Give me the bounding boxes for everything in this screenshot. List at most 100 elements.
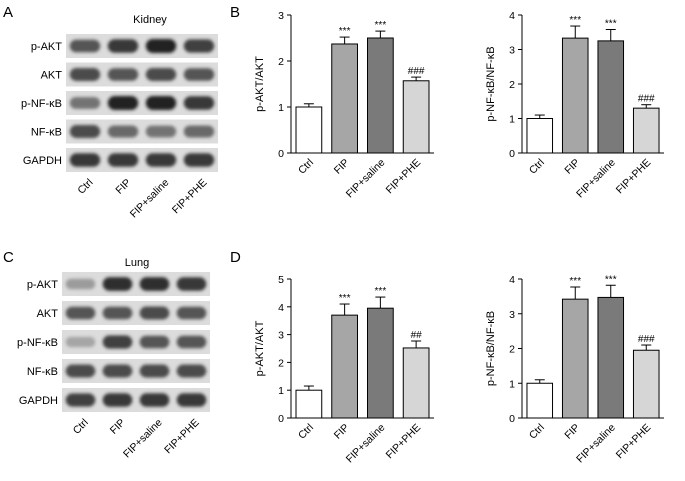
lane-label: FIP bbox=[113, 177, 133, 197]
band-label: GAPDH bbox=[23, 155, 62, 167]
y-axis-label: p-AKT/AKT bbox=[254, 320, 266, 376]
bar bbox=[597, 296, 625, 419]
significance-label: ### bbox=[408, 66, 425, 77]
significance-label: *** bbox=[375, 286, 387, 297]
blot-band bbox=[65, 306, 96, 320]
blot-band bbox=[69, 97, 101, 109]
blot-band bbox=[183, 39, 215, 53]
chart-lung-p-nfkb: 0 1 2 3 4 p-NF-κB/NF-κB Ctrl *** FIP *** FIP+salin… bbox=[485, 274, 664, 465]
blot-band bbox=[65, 278, 96, 290]
blot-band bbox=[69, 153, 101, 167]
blot-band bbox=[107, 95, 139, 111]
blot-band bbox=[183, 125, 215, 138]
significance-label: *** bbox=[569, 15, 581, 26]
blot-band bbox=[145, 38, 177, 54]
x-tick-label: FIP+PHE bbox=[614, 157, 654, 197]
panel-letter-d: D bbox=[230, 249, 241, 266]
blot-band bbox=[176, 393, 207, 407]
blot-band bbox=[176, 306, 207, 320]
x-tick-label: FIP bbox=[562, 157, 582, 177]
band-label: NF-κB bbox=[31, 127, 62, 139]
x-tick-label: FIP+PHE bbox=[614, 422, 654, 462]
y-tick-label: 0 bbox=[509, 413, 515, 425]
blot-band bbox=[145, 95, 177, 111]
blot-band bbox=[183, 96, 215, 110]
band-label: p-AKT bbox=[31, 41, 62, 53]
blot-band bbox=[183, 68, 215, 81]
blot-band bbox=[65, 393, 96, 407]
bar bbox=[561, 37, 589, 154]
bar bbox=[402, 347, 430, 419]
bar bbox=[367, 307, 394, 419]
blot-band bbox=[102, 306, 133, 320]
blot-band bbox=[176, 364, 207, 378]
y-tick-label: 1 bbox=[278, 102, 284, 114]
lane-label: FIP+saline bbox=[128, 177, 172, 221]
band-label: NF-κB bbox=[27, 366, 58, 378]
blot-band bbox=[139, 393, 170, 407]
bar bbox=[402, 80, 430, 154]
significance-label: *** bbox=[605, 274, 617, 285]
significance-label: *** bbox=[339, 293, 351, 304]
tissue-label: Kidney bbox=[133, 14, 167, 26]
x-tick-label: Ctrl bbox=[527, 422, 547, 442]
blot-band bbox=[102, 277, 133, 291]
bar bbox=[331, 314, 358, 419]
panel-letter-c: C bbox=[3, 249, 14, 266]
blot-band bbox=[107, 153, 139, 167]
band-label: AKT bbox=[37, 308, 59, 320]
y-tick-label: 4 bbox=[278, 302, 284, 314]
band-label: p-AKT bbox=[27, 279, 58, 291]
blot-band bbox=[65, 336, 96, 348]
bar bbox=[295, 106, 323, 154]
blot-band bbox=[102, 364, 133, 378]
blot-band bbox=[145, 125, 177, 138]
band-label: p-NF-κB bbox=[21, 98, 62, 110]
blot-band bbox=[69, 125, 101, 138]
chart-kidney-p-akt: 0 1 2 3 p-AKT/AKT Ctrl *** FIP *** FIP+saline ### F… bbox=[254, 10, 434, 200]
lane-label: FIP+PHE bbox=[162, 417, 202, 457]
band-label: p-NF-κB bbox=[17, 337, 58, 349]
blot-band bbox=[139, 277, 170, 291]
blot-band bbox=[65, 364, 96, 378]
band-label: GAPDH bbox=[19, 395, 58, 407]
x-tick-label: FIP+saline bbox=[344, 422, 388, 466]
y-tick-label: 0 bbox=[509, 148, 515, 160]
y-tick-label: 0 bbox=[278, 148, 284, 160]
panel-letter-a: A bbox=[3, 4, 13, 21]
lane-label: Ctrl bbox=[71, 417, 91, 437]
blot-band bbox=[102, 393, 133, 407]
chart-kidney-p-nfkb: 0 1 2 3 4 p-NF-κB/NF-κB Ctrl *** FIP *** FIP+salin… bbox=[485, 10, 664, 200]
y-tick-label: 1 bbox=[278, 385, 284, 397]
y-tick-label: 2 bbox=[278, 56, 284, 68]
bar bbox=[367, 37, 394, 154]
significance-label: *** bbox=[569, 276, 581, 287]
blot-band bbox=[176, 335, 207, 349]
significance-label: *** bbox=[339, 26, 351, 37]
blot-band bbox=[139, 364, 170, 378]
x-tick-label: Ctrl bbox=[296, 422, 316, 442]
lane-label: FIP+saline bbox=[121, 417, 165, 461]
significance-label: ### bbox=[638, 94, 655, 105]
significance-label: ## bbox=[411, 330, 423, 341]
bar bbox=[561, 298, 589, 419]
y-tick-label: 4 bbox=[509, 274, 515, 286]
y-tick-label: 0 bbox=[278, 413, 284, 425]
lane-label: FIP+PHE bbox=[170, 177, 210, 217]
blot-band bbox=[139, 335, 170, 349]
x-tick-label: FIP bbox=[332, 157, 352, 177]
y-tick-label: 3 bbox=[278, 10, 284, 22]
blot-band bbox=[107, 68, 139, 81]
y-axis-label: p-NF-κB/NF-κB bbox=[485, 311, 497, 386]
y-tick-label: 2 bbox=[509, 79, 515, 91]
y-tick-label: 3 bbox=[509, 309, 515, 321]
y-axis-label: p-NF-κB/NF-κB bbox=[485, 46, 497, 121]
significance-label: ### bbox=[638, 334, 655, 345]
x-tick-label: FIP+PHE bbox=[384, 157, 424, 197]
y-axis-label: p-AKT/AKT bbox=[254, 56, 266, 112]
x-tick-label: Ctrl bbox=[296, 157, 316, 177]
x-tick-label: FIP bbox=[562, 422, 582, 442]
panel-letter-b: B bbox=[230, 4, 240, 21]
